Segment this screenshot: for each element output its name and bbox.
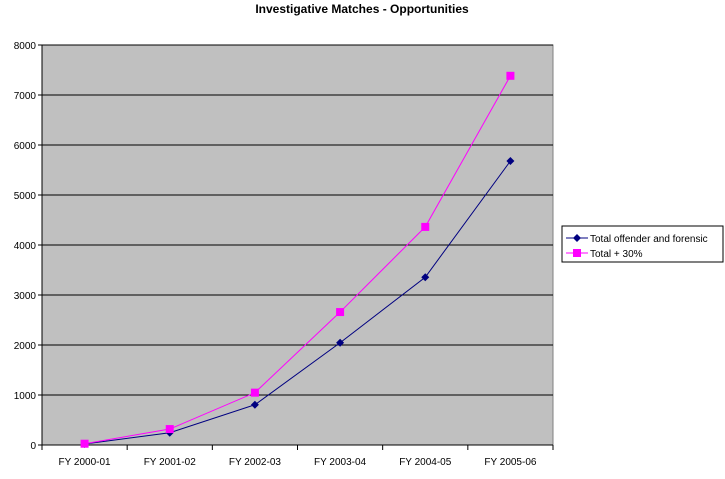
data-point <box>336 308 345 317</box>
data-point <box>165 425 174 434</box>
legend-marker <box>573 234 581 242</box>
data-point <box>506 157 515 165</box>
legend: Total offender and forensic Total + 30% <box>561 225 724 263</box>
data-point <box>421 222 430 231</box>
x-tick-label: FY 2003-04 <box>314 457 367 468</box>
y-tick-label: 5000 <box>14 191 37 202</box>
y-tick-label: 3000 <box>14 291 37 302</box>
legend-marker <box>573 249 581 257</box>
y-tick-label: 2000 <box>14 341 37 352</box>
data-point <box>506 71 515 80</box>
x-tick-label: FY 2000-01 <box>59 457 112 468</box>
y-tick-label: 1000 <box>14 391 37 402</box>
series-line <box>84 160 511 445</box>
y-tick-label: 7000 <box>14 91 37 102</box>
data-point <box>421 273 430 282</box>
series-line <box>84 75 511 445</box>
legend-box <box>561 225 724 263</box>
x-tick-label: FY 2001-02 <box>144 457 197 468</box>
legend-label: Total + 30% <box>590 249 643 260</box>
series-1 <box>80 71 515 448</box>
plot-area: 0 1000 2000 3000 4000 5000 6000 7000 8000 FY 2000… <box>14 41 554 468</box>
y-tick-label: 8000 <box>14 41 37 52</box>
x-tick-label: FY 2005-06 <box>484 457 537 468</box>
data-point <box>250 400 259 409</box>
x-tick-label: FY 2002-03 <box>229 457 282 468</box>
data-point <box>336 338 345 347</box>
y-tick-label: 0 <box>30 441 36 452</box>
y-tick-label: 6000 <box>14 141 37 152</box>
x-tick-label: FY 2004-05 <box>399 457 452 468</box>
data-point <box>250 388 259 397</box>
y-tick-label: 4000 <box>14 241 37 252</box>
chart-title: Investigative Matches - Opportunities <box>255 2 469 16</box>
data-point <box>80 439 89 448</box>
legend-label: Total offender and forensic <box>590 234 708 245</box>
